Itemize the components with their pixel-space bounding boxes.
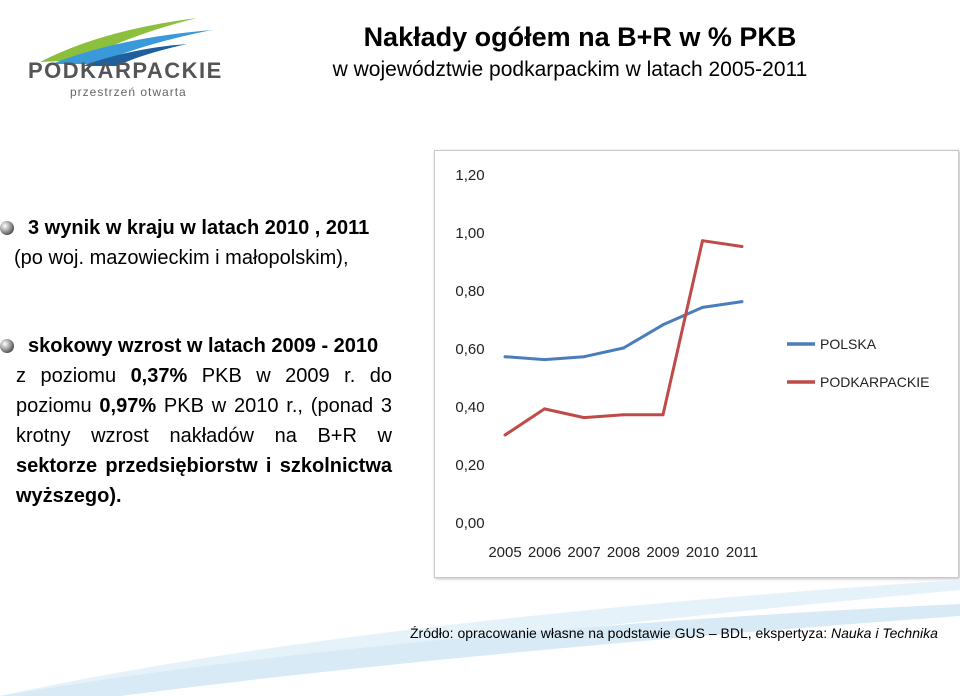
y-tick-label: 1,20 xyxy=(455,167,484,184)
x-tick-label: 2005 xyxy=(488,544,521,561)
data-point-polska xyxy=(661,323,665,327)
x-tick-label: 2011 xyxy=(726,544,758,561)
bullet-dot-icon xyxy=(0,221,14,235)
logo-swoosh-blue xyxy=(52,30,212,64)
bullet-growth: skokowy wzrost w latach 2009 - 2010 z po… xyxy=(0,331,410,511)
data-point-podkarpackie xyxy=(622,413,625,417)
bullet-growth-line-4: krotny wzrost nakładów na B+R w xyxy=(16,425,392,447)
data-point-polska xyxy=(582,355,586,359)
chart-frame: 0,00 0,20 0,40 0,60 0,80 1,00 1,20 2005 2006 200… xyxy=(434,150,959,578)
logo-swoosh-green xyxy=(40,18,197,62)
logo-swoosh-darkblue xyxy=(82,44,187,66)
podkarpackie-logo: PODKARPACKIE przestrzeń otwarta xyxy=(28,18,223,99)
bullet-dot-icon xyxy=(0,339,14,353)
y-tick-label: 0,20 xyxy=(455,457,484,474)
data-point-podkarpackie xyxy=(661,413,665,417)
data-point-podkarpackie xyxy=(503,433,507,437)
x-tick-label: 2010 xyxy=(686,544,719,561)
decorative-swoosh xyxy=(0,580,960,696)
page-title: Nakłady ogółem na B+R w % PKB xyxy=(363,22,797,52)
x-tick-label: 2006 xyxy=(528,544,561,561)
y-tick-label: 0,00 xyxy=(455,515,484,532)
bullet-growth-line-2: z poziomu 0,37% PKB w 2009 r. do xyxy=(16,365,392,387)
series-line-polska xyxy=(504,300,743,362)
logo-tagline: przestrzeń otwarta xyxy=(70,85,187,99)
bullet-growth-line-6: wyższego). xyxy=(16,485,122,507)
bullet-growth-headline: skokowy wzrost w latach 2009 - 2010 xyxy=(28,335,379,357)
data-point-polska xyxy=(740,300,744,304)
bullet-ranking: 3 wynik w kraju w latach 2010 , 2011 (po… xyxy=(0,213,410,273)
data-point-polska xyxy=(622,346,625,350)
data-point-polska xyxy=(503,355,507,359)
data-point-polska xyxy=(543,358,546,362)
y-tick-label: 0,60 xyxy=(455,341,484,358)
data-point-podkarpackie xyxy=(701,239,704,243)
y-tick-label: 0,40 xyxy=(455,399,484,416)
source-note: Źródło: opracowanie własne na podstawie … xyxy=(410,625,938,641)
legend-label: POLSKA xyxy=(820,336,877,352)
line-chart: 0,00 0,20 0,40 0,60 0,80 1,00 1,20 2005 2006 200… xyxy=(455,167,929,561)
bullet-ranking-detail: (po woj. mazowieckim i małopolskim), xyxy=(14,247,349,269)
series-line-podkarpackie xyxy=(504,239,743,437)
x-tick-label: 2009 xyxy=(646,544,679,561)
data-point-podkarpackie xyxy=(543,407,546,411)
bullet-growth-line-3: poziomu 0,97% PKB w 2010 r., (ponad 3 xyxy=(16,395,392,417)
bullet-growth-line-5: sektorze przedsiębiorstw i szkolnictwa xyxy=(16,455,392,477)
x-tick-label: 2007 xyxy=(567,544,600,561)
bullet-ranking-headline: 3 wynik w kraju w latach 2010 , 2011 xyxy=(28,217,370,239)
x-tick-label: 2008 xyxy=(607,544,640,561)
y-tick-label: 1,00 xyxy=(455,225,484,242)
data-point-podkarpackie xyxy=(740,245,744,248)
y-tick-label: 0,80 xyxy=(455,283,484,300)
data-point-polska xyxy=(701,305,704,309)
legend-label: PODKARPACKIE xyxy=(820,374,929,390)
page-subtitle: w województwie podkarpackim w latach 200… xyxy=(332,58,808,81)
logo-text: PODKARPACKIE xyxy=(28,58,223,83)
data-point-podkarpackie xyxy=(582,416,586,420)
